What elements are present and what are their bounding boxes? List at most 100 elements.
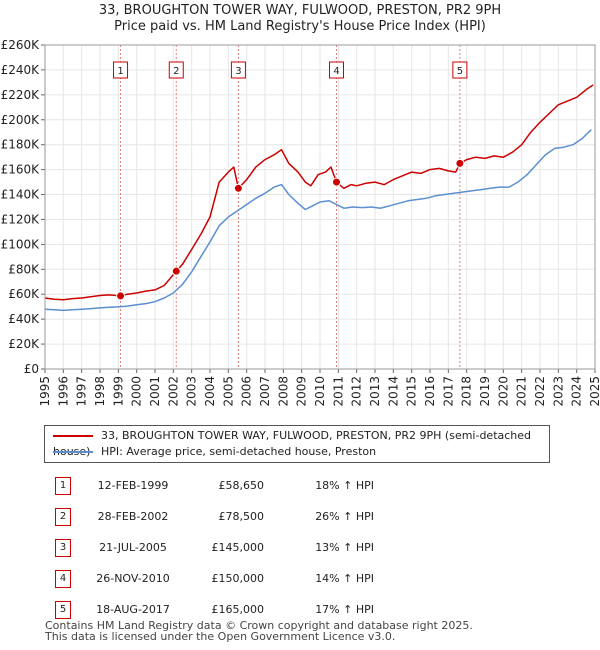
sale-label: 2	[173, 66, 179, 77]
y-tick-label: £140K	[1, 188, 41, 202]
x-tick-label: 2001	[148, 376, 162, 407]
x-tick-label: 2007	[258, 376, 272, 407]
y-tick-label: £0	[24, 362, 39, 376]
transaction-badge: 2	[55, 507, 71, 526]
transaction-badge: 5	[55, 600, 71, 619]
sale-label: 3	[235, 66, 241, 77]
legend-swatch-hpi	[53, 451, 93, 453]
transaction-price: £165,000	[211, 603, 265, 616]
sale-label-box	[329, 61, 344, 79]
x-tick-label: 2015	[405, 376, 419, 407]
table-row: 2 28-FEB-2002 £78,500 26% ↑ HPI	[38, 501, 394, 532]
x-tick-label: 2025	[588, 376, 600, 407]
x-tick-label: 2024	[570, 376, 584, 407]
y-tick-label: £120K	[1, 212, 41, 226]
x-tick-label: 2006	[240, 376, 254, 407]
y-tick-label: £200K	[1, 113, 41, 127]
y-tick-label: £40K	[8, 312, 40, 326]
y-tick-label: £220K	[1, 88, 41, 102]
transaction-date: 26-NOV-2010	[96, 572, 170, 585]
x-tick-label: 2019	[478, 376, 492, 407]
table-row: 1 12-FEB-1999 £58,650 18% ↑ HPI	[38, 470, 394, 501]
sale-label: 5	[457, 66, 463, 77]
y-tick-label: £60K	[8, 287, 40, 301]
sale-label-box	[230, 61, 246, 79]
legend-label-hpi: HPI: Average price, semi-detached house,…	[101, 445, 377, 458]
sale-label-box	[452, 61, 468, 79]
legend-swatch-property	[53, 435, 93, 437]
transaction-price: £78,500	[218, 510, 265, 523]
x-tick-label: 2002	[166, 376, 180, 407]
x-tick-label: 2003	[185, 376, 199, 407]
sale-point	[233, 183, 243, 193]
x-axis-ticks: 1995 1996 1997 1998 1999 2000 2001 2002 2003 2004…	[38, 369, 600, 407]
legend-entry-hpi: HPI: Average price, semi-detached house,…	[53, 444, 376, 460]
footer-line-1: Contains HM Land Registry data © Crown c…	[45, 619, 473, 632]
x-tick-label: 2017	[441, 376, 455, 407]
footer: Contains HM Land Registry data © Crown c…	[45, 620, 473, 642]
x-tick-label: 2021	[515, 376, 529, 407]
x-tick-label: 2012	[350, 376, 364, 407]
x-tick-label: 1999	[111, 376, 125, 407]
x-tick-label: 1996	[56, 376, 70, 407]
transaction-badge: 1	[55, 476, 71, 495]
sale-label: 4	[333, 66, 339, 77]
transaction-price: £150,000	[211, 572, 265, 585]
series-property	[44, 129, 592, 312]
x-tick-label: 2008	[276, 376, 290, 407]
footer-line-2: This data is licensed under the Open Gov…	[45, 630, 396, 643]
transaction-hpi: 13% ↑ HPI	[315, 541, 374, 554]
transaction-price: £58,650	[218, 479, 265, 492]
legend-entry-property: 33, BROUGHTON TOWER WAY, FULWOOD, PRESTO…	[53, 428, 549, 458]
x-tick-label: 2022	[533, 376, 547, 407]
y-tick-label: £240K	[1, 63, 41, 77]
transaction-date: 28-FEB-2002	[97, 510, 169, 523]
transaction-hpi: 18% ↑ HPI	[315, 479, 374, 492]
series-hpi	[44, 84, 594, 301]
y-tick-label: £180K	[1, 138, 41, 152]
x-tick-label: 2016	[423, 376, 437, 407]
sale-point	[332, 177, 341, 187]
transaction-date: 18-AUG-2017	[96, 603, 170, 616]
transaction-hpi: 26% ↑ HPI	[315, 510, 374, 523]
y-axis-ticks: £0 £20K £40K £60K £80K £100K £120K £140K £160K £1…	[1, 38, 45, 376]
chart-legend: 33, BROUGHTON TOWER WAY, FULWOOD, PRESTO…	[44, 425, 550, 463]
x-tick-label: 2014	[386, 376, 400, 407]
sale-marker-lines: 1 2 3 4 5	[113, 45, 468, 369]
x-tick-label: 2010	[313, 376, 327, 407]
transaction-hpi: 14% ↑ HPI	[315, 572, 374, 585]
sale-label-box	[113, 61, 129, 79]
x-tick-label: 2020	[496, 376, 510, 407]
y-tick-label: £260K	[1, 38, 41, 52]
sale-markers	[116, 158, 465, 301]
x-tick-label: 2011	[331, 376, 345, 407]
chart-series	[44, 84, 594, 312]
sale-label: 1	[117, 66, 123, 77]
sale-point	[455, 158, 465, 168]
x-tick-label: 2023	[551, 376, 565, 407]
x-tick-label: 2009	[295, 376, 309, 407]
transaction-badge: 4	[55, 569, 71, 588]
plot-border	[44, 44, 596, 370]
transaction-date: 21-JUL-2005	[99, 541, 167, 554]
chart-title: 33, BROUGHTON TOWER WAY, FULWOOD, PRESTO…	[98, 3, 502, 18]
transaction-price: £145,000	[211, 541, 265, 554]
transaction-badge: 3	[55, 538, 71, 557]
x-tick-label: 2018	[460, 376, 474, 407]
x-tick-label: 2005	[221, 376, 235, 407]
transactions-table: 1 12-FEB-1999 £58,650 18% ↑ HPI 2 28-FEB…	[38, 470, 394, 625]
sale-point	[116, 291, 126, 301]
sale-label-box	[168, 61, 184, 79]
y-tick-label: £160K	[1, 163, 41, 177]
x-tick-label: 1995	[38, 376, 52, 407]
transaction-date: 12-FEB-1999	[97, 479, 169, 492]
x-tick-label: 2000	[130, 376, 144, 407]
x-tick-label: 2013	[368, 376, 382, 407]
chart-subtitle: Price paid vs. HM Land Registry's House …	[114, 19, 486, 34]
y-tick-label: £80K	[8, 262, 40, 276]
x-tick-label: 1998	[93, 376, 107, 407]
x-tick-label: 1997	[75, 376, 89, 407]
table-row: 3 21-JUL-2005 £145,000 13% ↑ HPI	[38, 532, 394, 563]
transaction-hpi: 17% ↑ HPI	[315, 603, 374, 616]
